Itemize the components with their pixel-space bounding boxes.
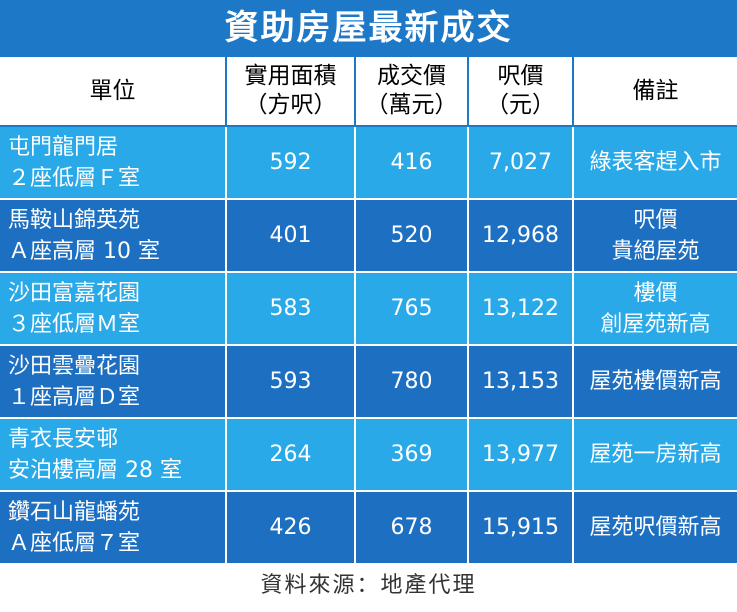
cell-psf: 13,977 <box>468 418 574 492</box>
cell-area: 426 <box>226 491 356 565</box>
cell-area: 401 <box>226 199 356 273</box>
cell-price: 678 <box>355 491 469 565</box>
header-price: 成交價 （萬元） <box>355 57 469 127</box>
table-title: 資助房屋最新成交 <box>0 0 737 57</box>
table-row: 鑽石山龍蟠苑 Ａ座低層７室 426 678 15,915 屋苑呎價新高 <box>0 491 737 565</box>
source-credit: 資料來源：地產代理 <box>260 573 477 598</box>
cell-psf: 7,027 <box>468 126 574 200</box>
cell-note: 屋苑呎價新高 <box>573 491 737 565</box>
cell-price: 369 <box>355 418 469 492</box>
header-unit: 單位 <box>0 57 227 127</box>
cell-psf: 12,968 <box>468 199 574 273</box>
cell-price: 520 <box>355 199 469 273</box>
cell-area: 264 <box>226 418 356 492</box>
transactions-table: 單位 實用面積 （方呎） 成交價 （萬元） 呎價 （元） 備註 <box>0 57 737 565</box>
cell-price: 416 <box>355 126 469 200</box>
cell-psf: 13,122 <box>468 272 574 346</box>
cell-unit: 鑽石山龍蟠苑 Ａ座低層７室 <box>0 491 227 565</box>
cell-area: 583 <box>226 272 356 346</box>
cell-note: 綠表客趕入市 <box>573 126 737 200</box>
cell-unit: 屯門龍門居 ２座低層Ｆ室 <box>0 126 227 200</box>
header-area: 實用面積 （方呎） <box>226 57 356 127</box>
cell-area: 592 <box>226 126 356 200</box>
cell-note: 屋苑樓價新高 <box>573 345 737 419</box>
table-row: 沙田雲疊花園 １座高層Ｄ室 593 780 13,153 屋苑樓價新高 <box>0 345 737 419</box>
cell-psf: 13,153 <box>468 345 574 419</box>
cell-note: 呎價 貴絕屋苑 <box>573 199 737 273</box>
table-row: 屯門龍門居 ２座低層Ｆ室 592 416 7,027 綠表客趕入市 <box>0 126 737 200</box>
cell-price: 765 <box>355 272 469 346</box>
cell-price: 780 <box>355 345 469 419</box>
cell-psf: 15,915 <box>468 491 574 565</box>
cell-unit: 馬鞍山錦英苑 Ａ座高層 10 室 <box>0 199 227 273</box>
header-row: 單位 實用面積 （方呎） 成交價 （萬元） 呎價 （元） 備註 <box>0 57 737 127</box>
cell-note: 屋苑一房新高 <box>573 418 737 492</box>
cell-area: 593 <box>226 345 356 419</box>
header-psf: 呎價 （元） <box>468 57 574 127</box>
cell-unit: 青衣長安邨 安泊樓高層 28 室 <box>0 418 227 492</box>
table-row: 馬鞍山錦英苑 Ａ座高層 10 室 401 520 12,968 呎價 貴絕屋苑 <box>0 199 737 273</box>
cell-unit: 沙田雲疊花園 １座高層Ｄ室 <box>0 345 227 419</box>
cell-unit: 沙田富嘉花園 ３座低層Ｍ室 <box>0 272 227 346</box>
header-note: 備註 <box>573 57 737 127</box>
cell-note: 樓價 創屋苑新高 <box>573 272 737 346</box>
table-row: 青衣長安邨 安泊樓高層 28 室 264 369 13,977 屋苑一房新高 <box>0 418 737 492</box>
table-row: 沙田富嘉花園 ３座低層Ｍ室 583 765 13,122 樓價 創屋苑新高 <box>0 272 737 346</box>
